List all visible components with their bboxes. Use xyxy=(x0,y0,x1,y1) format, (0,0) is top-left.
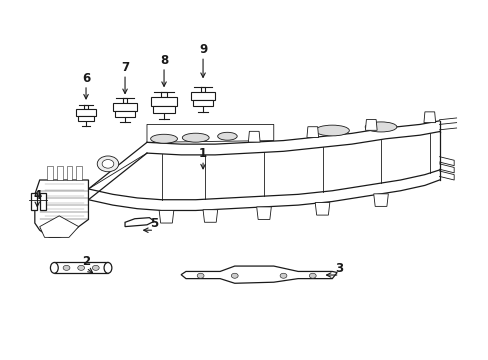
Circle shape xyxy=(102,159,114,168)
Bar xyxy=(115,111,135,117)
Polygon shape xyxy=(423,112,435,123)
Bar xyxy=(191,92,214,100)
Polygon shape xyxy=(306,127,318,138)
Polygon shape xyxy=(147,125,273,142)
Circle shape xyxy=(280,273,286,278)
Bar xyxy=(74,211,80,216)
Bar xyxy=(74,189,80,194)
Polygon shape xyxy=(125,218,154,226)
Text: 4: 4 xyxy=(33,189,41,202)
Polygon shape xyxy=(35,180,88,237)
Ellipse shape xyxy=(104,262,112,273)
Polygon shape xyxy=(44,200,88,226)
Polygon shape xyxy=(315,203,329,215)
Bar xyxy=(153,105,174,113)
Text: 8: 8 xyxy=(160,54,168,67)
Bar xyxy=(69,196,75,202)
Ellipse shape xyxy=(315,125,348,136)
Bar xyxy=(40,193,45,211)
Text: 7: 7 xyxy=(121,61,129,74)
Bar xyxy=(54,262,108,273)
Text: 9: 9 xyxy=(199,43,207,56)
Ellipse shape xyxy=(217,132,237,140)
Polygon shape xyxy=(248,131,260,142)
Polygon shape xyxy=(66,166,72,180)
Polygon shape xyxy=(181,266,336,283)
Bar xyxy=(69,203,75,209)
Bar xyxy=(78,116,94,121)
Polygon shape xyxy=(47,166,53,180)
Polygon shape xyxy=(159,211,173,223)
Circle shape xyxy=(231,273,238,278)
Ellipse shape xyxy=(365,122,396,132)
Ellipse shape xyxy=(150,134,177,143)
Text: 5: 5 xyxy=(150,217,158,230)
Polygon shape xyxy=(57,166,62,180)
Circle shape xyxy=(92,265,99,270)
Polygon shape xyxy=(373,194,387,206)
Bar xyxy=(193,100,212,106)
Circle shape xyxy=(309,273,316,278)
Ellipse shape xyxy=(50,262,58,273)
Polygon shape xyxy=(203,210,217,222)
Text: 2: 2 xyxy=(82,255,90,268)
Bar xyxy=(151,97,177,105)
Bar xyxy=(31,193,37,211)
Text: 6: 6 xyxy=(81,72,90,85)
Text: 3: 3 xyxy=(335,262,343,275)
Polygon shape xyxy=(76,166,82,180)
Bar xyxy=(113,103,137,111)
Bar xyxy=(74,196,80,202)
Bar xyxy=(76,109,96,116)
Polygon shape xyxy=(256,207,271,220)
Circle shape xyxy=(78,265,84,270)
Bar xyxy=(69,189,75,194)
Bar xyxy=(69,211,75,216)
Polygon shape xyxy=(40,216,79,237)
Bar xyxy=(74,203,80,209)
Text: 1: 1 xyxy=(199,147,207,160)
Circle shape xyxy=(97,156,119,172)
Circle shape xyxy=(197,273,203,278)
Circle shape xyxy=(63,265,70,270)
Polygon shape xyxy=(365,120,376,130)
Ellipse shape xyxy=(182,133,209,142)
